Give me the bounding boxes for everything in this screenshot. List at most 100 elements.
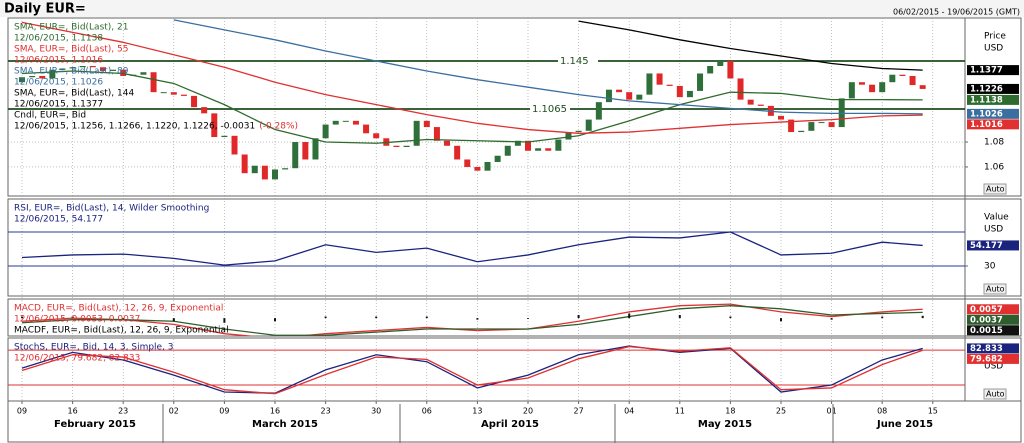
candle: [494, 155, 501, 162]
indicator-line: [21, 70, 923, 144]
level-label: 1.145: [560, 56, 589, 67]
candle: [869, 84, 876, 93]
month-label: March 2015: [252, 419, 318, 430]
x-tick-label: 27: [574, 407, 584, 416]
candle: [241, 154, 248, 174]
candle: [808, 122, 815, 131]
last-value-box: [967, 343, 1019, 354]
candle: [919, 85, 926, 89]
last-value-label: 54.177: [970, 241, 1003, 251]
candle: [282, 168, 289, 170]
candle: [636, 94, 643, 100]
legend-text: RSI, EUR=, Bid(Last), 14, Wilder Smoothi…: [14, 204, 209, 214]
candle: [525, 140, 531, 151]
axis-title: Price: [984, 32, 1006, 42]
candle: [312, 138, 319, 160]
candle: [59, 68, 66, 70]
auto-button-label: Auto: [986, 185, 1005, 194]
legend-text: (-0.28%): [259, 122, 298, 132]
legend-text: SMA, EUR=, Bid(Last), 21: [14, 23, 128, 33]
legend-text: 12/06/2015, 0.0053, 0.0037: [14, 315, 140, 325]
x-tick-label: 01: [827, 407, 837, 416]
x-tick-label: 16: [68, 407, 78, 416]
last-value-box: [967, 94, 1019, 105]
histogram-bar: [223, 318, 226, 323]
auto-button-label: Auto: [986, 390, 1005, 399]
candle: [545, 148, 552, 151]
month-label: April 2015: [481, 419, 539, 430]
candle: [292, 142, 299, 169]
candle: [342, 120, 349, 122]
x-tick-label: 13: [472, 407, 482, 416]
x-tick-label: 15: [928, 407, 938, 416]
candle: [150, 72, 157, 93]
panel: [8, 345, 965, 395]
x-tick-label: 09: [17, 407, 27, 416]
panel: [8, 19, 965, 180]
histogram-bar: [678, 315, 681, 319]
histogram-bar: [780, 318, 782, 322]
last-value-label: 1.1026: [970, 109, 1003, 119]
auto-button[interactable]: [983, 283, 1007, 295]
legend-text: SMA, EUR=, Bid(Last), 55: [14, 45, 128, 55]
histogram-bar: [375, 316, 378, 319]
histogram-bar: [122, 318, 125, 319]
x-tick-label: 16: [270, 407, 280, 416]
candle: [49, 69, 56, 79]
indicator-line: [21, 345, 923, 395]
candle: [140, 72, 147, 75]
axis-unit: USD: [984, 225, 1003, 235]
panel: [8, 231, 965, 267]
auto-button-label: Auto: [986, 285, 1005, 294]
candle: [707, 65, 714, 74]
level-label: 1.1065: [532, 104, 567, 115]
candle: [363, 124, 370, 134]
panel: [21, 303, 924, 336]
candle: [848, 82, 855, 99]
candle: [616, 89, 623, 93]
candle: [423, 120, 430, 128]
indicator-line: [21, 345, 923, 394]
candle: [454, 145, 461, 160]
candle: [89, 65, 96, 68]
histogram-bar: [21, 316, 23, 319]
histogram-bar: [577, 315, 580, 319]
auto-button[interactable]: [983, 183, 1007, 195]
candle: [778, 115, 784, 120]
histogram-bar: [274, 318, 276, 322]
histogram-bar: [476, 318, 479, 320]
candle: [251, 165, 258, 174]
legend-text: 12/06/2015, 54.177: [14, 215, 103, 225]
candle: [666, 84, 673, 86]
last-value-label: 1.1377: [970, 66, 1003, 76]
x-tick-label: 23: [118, 407, 128, 416]
auto-button[interactable]: [983, 388, 1007, 400]
histogram-bar: [830, 318, 833, 320]
month-label: June 2015: [876, 419, 933, 430]
x-tick-label: 02: [169, 407, 179, 416]
legend-text: MACDF, EUR=, Bid(Last), 12, 26, 9, Expon…: [14, 326, 229, 336]
candle: [160, 92, 167, 94]
candle: [676, 85, 683, 98]
axis-title: Value: [984, 213, 1009, 223]
indicator-line: [173, 19, 923, 115]
indicator-line: [21, 21, 923, 134]
x-tick-label: 06: [422, 407, 432, 416]
x-tick-label: 23: [321, 407, 331, 416]
candle: [69, 67, 76, 69]
legend-text: SMA, EUR=, Bid(Last), 89: [14, 67, 129, 77]
candle: [352, 120, 359, 125]
candle: [272, 169, 278, 180]
panel-frames: [7, 17, 1022, 443]
candle: [261, 165, 268, 180]
candle: [221, 135, 228, 138]
histogram-bar: [628, 313, 631, 319]
candle: [595, 102, 602, 120]
candle: [757, 104, 764, 106]
legend-text: 12/06/2015, 1.1256, 1.1266, 1.1220, 1.12…: [14, 122, 255, 132]
level-label-bg: [558, 55, 598, 67]
candle: [788, 119, 795, 133]
x-tick-label: 20: [523, 407, 533, 416]
candle: [413, 120, 420, 146]
